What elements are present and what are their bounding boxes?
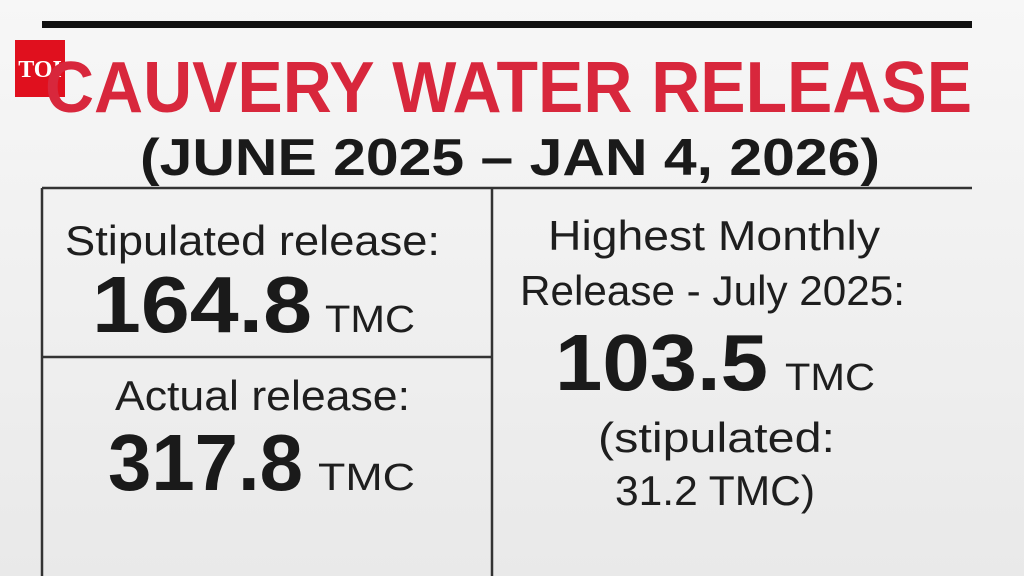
top-rule: [42, 21, 972, 28]
label: Actual release:: [115, 372, 410, 419]
subtitle: (JUNE 2025 – JAN 4, 2026): [140, 129, 880, 187]
note: 31.2 TMC): [615, 467, 815, 514]
label: Highest Monthly: [548, 212, 880, 259]
value: 317.8: [108, 418, 303, 507]
logo-text: TOI: [18, 57, 62, 83]
box-lines: [40, 186, 972, 576]
unit: TMC: [785, 357, 875, 399]
value: 164.8: [92, 260, 312, 349]
unit: TMC: [318, 457, 415, 499]
logo-box: [15, 40, 65, 97]
unit: TMC: [325, 299, 415, 341]
title: CAUVERY WATER RELEASE: [45, 48, 972, 128]
value: 103.5: [555, 318, 768, 407]
label: Stipulated release:: [65, 217, 440, 264]
label: Release - July 2025:: [520, 267, 905, 314]
note: (stipulated:: [598, 414, 835, 461]
